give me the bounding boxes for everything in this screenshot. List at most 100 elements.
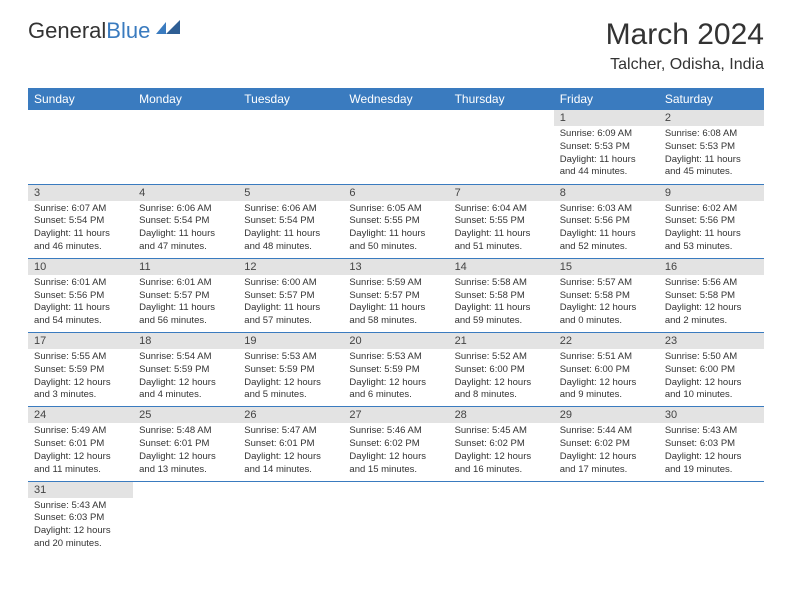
- header: General Blue March 2024 Talcher, Odisha,…: [0, 0, 792, 82]
- week-row: 1Sunrise: 6:09 AMSunset: 5:53 PMDaylight…: [28, 110, 764, 184]
- day-cell: [659, 481, 764, 555]
- logo-text-general: General: [28, 18, 106, 44]
- day-number: [343, 110, 448, 114]
- day-cell: 5Sunrise: 6:06 AMSunset: 5:54 PMDaylight…: [238, 184, 343, 258]
- day-number: [554, 482, 659, 486]
- day-number: 1: [554, 110, 659, 126]
- day-number: [133, 482, 238, 486]
- day-number: [659, 482, 764, 486]
- week-row: 24Sunrise: 5:49 AMSunset: 6:01 PMDayligh…: [28, 407, 764, 481]
- sunrise-line: Sunrise: 6:06 AM: [139, 203, 232, 216]
- sunset-line: Sunset: 6:01 PM: [244, 438, 337, 451]
- week-row: 10 Sunrise: 6:01 AM Sunset: 5:56 PM Dayligh…: [28, 258, 764, 332]
- day-number: 8: [554, 185, 659, 201]
- day-number: 28: [449, 407, 554, 423]
- day-cell: 29Sunrise: 5:44 AMSunset: 6:02 PMDayligh…: [554, 407, 659, 481]
- sunset-line: Sunset: 5:59 PM: [244, 364, 337, 377]
- sunrise-line: Sunrise: 5:58 AM: [455, 277, 548, 290]
- sunrise-line: Sunrise: 6:06 AM: [244, 203, 337, 216]
- sunset-line: Sunset: 6:00 PM: [665, 364, 758, 377]
- day-number: 15: [554, 259, 659, 275]
- sunrise-line: Sunrise: 5:43 AM: [34, 500, 127, 513]
- day-number: 20: [343, 333, 448, 349]
- sunset-line: Sunset: 5:56 PM: [34, 290, 127, 303]
- day-cell: 16Sunrise: 5:56 AMSunset: 5:58 PMDayligh…: [659, 258, 764, 332]
- day-number: 27: [343, 407, 448, 423]
- sunset-line: Sunset: 5:56 PM: [665, 215, 758, 228]
- sunrise-line: Sunrise: 6:01 AM: [139, 277, 232, 290]
- sunset-line: Sunset: 5:53 PM: [665, 141, 758, 154]
- day-number: [238, 482, 343, 486]
- daylight-line: Daylight: 12 hours and 0 minutes.: [560, 302, 653, 328]
- daylight-line: Daylight: 12 hours and 3 minutes.: [34, 377, 127, 403]
- sunset-line: Sunset: 5:53 PM: [560, 141, 653, 154]
- day-number: [343, 482, 448, 486]
- day-number: 30: [659, 407, 764, 423]
- sunset-line: Sunset: 5:57 PM: [349, 290, 442, 303]
- day-cell: 22Sunrise: 5:51 AMSunset: 6:00 PMDayligh…: [554, 333, 659, 407]
- day-number: 5: [238, 185, 343, 201]
- week-row: 31Sunrise: 5:43 AMSunset: 6:03 PMDayligh…: [28, 481, 764, 555]
- day-number: 10: [28, 259, 133, 275]
- day-number: 18: [133, 333, 238, 349]
- dow-thursday: Thursday: [449, 88, 554, 110]
- day-number: 9: [659, 185, 764, 201]
- week-row: 3Sunrise: 6:07 AMSunset: 5:54 PMDaylight…: [28, 184, 764, 258]
- sunset-line: Sunset: 5:55 PM: [349, 215, 442, 228]
- day-cell: 18Sunrise: 5:54 AMSunset: 5:59 PMDayligh…: [133, 333, 238, 407]
- day-cell: 10Sunrise: 6:01 AMSunset: 5:56 PMDayligh…: [28, 258, 133, 332]
- day-cell: 20Sunrise: 5:53 AMSunset: 5:59 PMDayligh…: [343, 333, 448, 407]
- sunrise-line: Sunrise: 5:59 AM: [349, 277, 442, 290]
- daylight-line: Daylight: 12 hours and 13 minutes.: [139, 451, 232, 477]
- day-cell: 30Sunrise: 5:43 AMSunset: 6:03 PMDayligh…: [659, 407, 764, 481]
- day-number: 29: [554, 407, 659, 423]
- sunrise-line: Sunrise: 5:45 AM: [455, 425, 548, 438]
- sunset-line: Sunset: 6:03 PM: [665, 438, 758, 451]
- sunrise-line: Sunrise: 6:09 AM: [560, 128, 653, 141]
- sunrise-line: Sunrise: 5:48 AM: [139, 425, 232, 438]
- sunrise-line: Sunrise: 6:07 AM: [34, 203, 127, 216]
- calendar-body: 1Sunrise: 6:09 AMSunset: 5:53 PMDaylight…: [28, 110, 764, 555]
- day-number: 24: [28, 407, 133, 423]
- day-cell: [238, 110, 343, 184]
- sunrise-line: Sunrise: 5:46 AM: [349, 425, 442, 438]
- day-cell: 12Sunrise: 6:00 AMSunset: 5:57 PMDayligh…: [238, 258, 343, 332]
- sunrise-line: Sunrise: 5:57 AM: [560, 277, 653, 290]
- day-cell: [449, 110, 554, 184]
- day-cell: [133, 110, 238, 184]
- sunrise-line: Sunrise: 5:54 AM: [139, 351, 232, 364]
- daylight-line: Daylight: 12 hours and 9 minutes.: [560, 377, 653, 403]
- sunrise-line: Sunrise: 5:55 AM: [34, 351, 127, 364]
- day-cell: [343, 110, 448, 184]
- day-cell: 2Sunrise: 6:08 AMSunset: 5:53 PMDaylight…: [659, 110, 764, 184]
- sunrise-line: Sunrise: 5:53 AM: [349, 351, 442, 364]
- sunrise-line: Sunrise: 6:08 AM: [665, 128, 758, 141]
- day-cell: 1Sunrise: 6:09 AMSunset: 5:53 PMDaylight…: [554, 110, 659, 184]
- dow-friday: Friday: [554, 88, 659, 110]
- day-number: [28, 110, 133, 114]
- sunset-line: Sunset: 5:58 PM: [560, 290, 653, 303]
- sunset-line: Sunset: 6:01 PM: [139, 438, 232, 451]
- day-cell: 17Sunrise: 5:55 AMSunset: 5:59 PMDayligh…: [28, 333, 133, 407]
- day-cell: [238, 481, 343, 555]
- sunset-line: Sunset: 6:02 PM: [560, 438, 653, 451]
- day-number: 21: [449, 333, 554, 349]
- sunrise-line: Sunrise: 6:04 AM: [455, 203, 548, 216]
- day-cell: [343, 481, 448, 555]
- sunrise-line: Sunrise: 6:00 AM: [244, 277, 337, 290]
- sunset-line: Sunset: 5:59 PM: [34, 364, 127, 377]
- sunrise-line: Sunrise: 5:53 AM: [244, 351, 337, 364]
- day-number: [238, 110, 343, 114]
- sunset-line: Sunset: 5:58 PM: [455, 290, 548, 303]
- dow-monday: Monday: [133, 88, 238, 110]
- calendar-table: Sunday Monday Tuesday Wednesday Thursday…: [28, 88, 764, 555]
- day-cell: 26Sunrise: 5:47 AMSunset: 6:01 PMDayligh…: [238, 407, 343, 481]
- day-cell: 15 Sunrise: 5:57 AMSunset: 5:58 PMDayligh…: [554, 258, 659, 332]
- day-cell: 8Sunrise: 6:03 AMSunset: 5:56 PMDaylight…: [554, 184, 659, 258]
- day-number: 4: [133, 185, 238, 201]
- day-number: 11: [133, 259, 238, 275]
- dow-row: Sunday Monday Tuesday Wednesday Thursday…: [28, 88, 764, 110]
- daylight-line: Daylight: 11 hours and 47 minutes.: [139, 228, 232, 254]
- sunset-line: Sunset: 5:54 PM: [139, 215, 232, 228]
- dow-tuesday: Tuesday: [238, 88, 343, 110]
